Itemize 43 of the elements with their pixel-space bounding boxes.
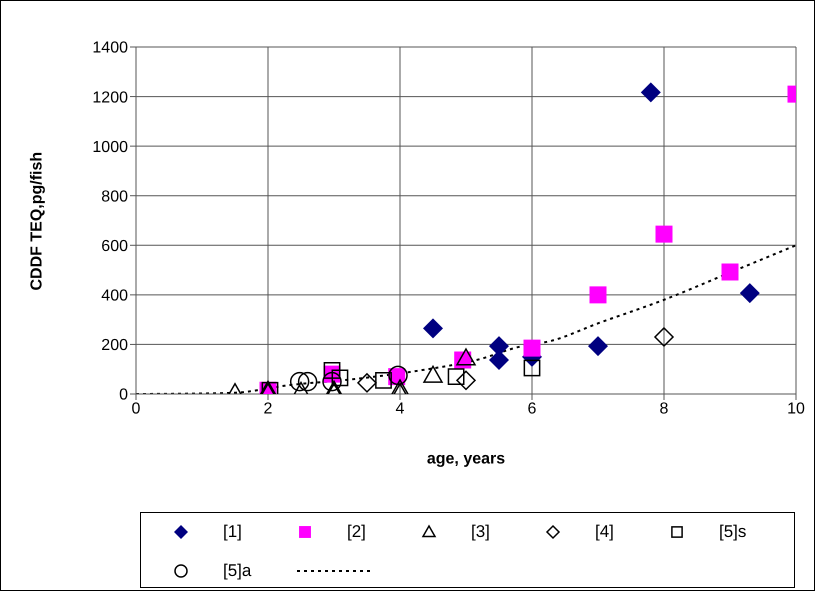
y-tick-label: 1400 xyxy=(92,40,128,57)
point xyxy=(322,372,342,392)
x-tick-label: 4 xyxy=(396,400,405,418)
point xyxy=(332,369,348,386)
y-axis-title: CDDF TEQ,pg/fish xyxy=(28,152,46,290)
x-tick-label: 6 xyxy=(528,400,537,418)
point xyxy=(324,362,340,379)
legend-label: [4] xyxy=(595,522,614,542)
x-tick-label: 0 xyxy=(132,400,141,418)
point xyxy=(524,340,540,357)
point xyxy=(456,348,476,366)
point xyxy=(290,372,310,392)
x-axis-title: age, years xyxy=(426,450,506,468)
y-tick-label: 400 xyxy=(101,288,128,305)
point xyxy=(588,336,608,356)
y-tick-label: 200 xyxy=(101,337,128,354)
point xyxy=(456,370,476,390)
legend-label: [2] xyxy=(347,522,366,542)
y-tick-label: 1000 xyxy=(92,138,128,156)
x-tick-label: 2 xyxy=(264,400,273,418)
y-tick-label: 600 xyxy=(101,238,128,255)
legend-label: [5]a xyxy=(223,561,252,581)
point xyxy=(524,360,540,376)
point xyxy=(423,366,443,383)
x-tick-label: 8 xyxy=(660,400,669,418)
y-tick-label: 0 xyxy=(119,386,128,404)
point xyxy=(740,283,760,304)
point xyxy=(654,327,674,347)
legend-label: [5]s xyxy=(719,522,746,542)
legend-label: [1] xyxy=(223,522,242,542)
point xyxy=(656,226,672,243)
y-tick-label: 1200 xyxy=(92,89,128,106)
y-tick-label: 800 xyxy=(101,188,128,206)
point xyxy=(375,372,392,389)
point xyxy=(722,264,738,281)
point xyxy=(448,368,464,386)
point xyxy=(298,372,318,392)
point xyxy=(640,82,661,102)
point xyxy=(423,318,443,338)
legend-label: [3] xyxy=(471,522,490,542)
x-tick-label: 10 xyxy=(787,400,805,418)
point xyxy=(357,373,377,393)
point xyxy=(590,286,606,304)
